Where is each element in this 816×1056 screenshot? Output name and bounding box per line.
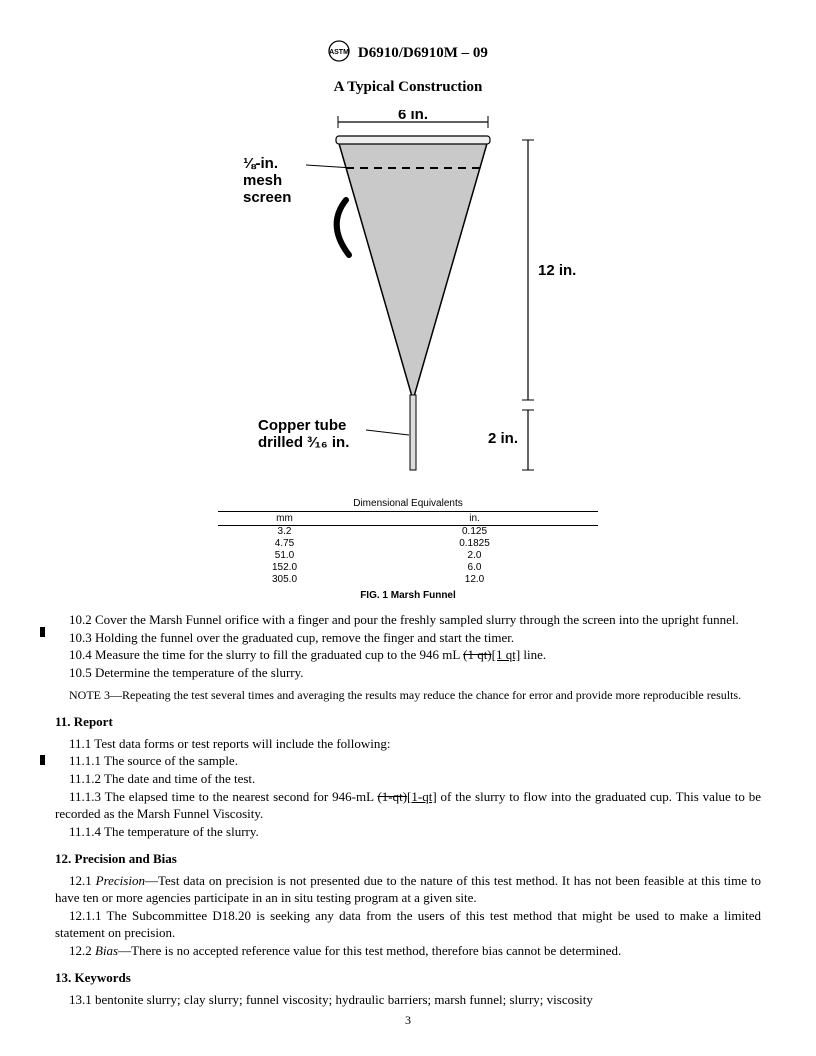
para-11-1: 11.1 Test data forms or test reports wil… xyxy=(55,735,761,753)
svg-text:12 in.: 12 in. xyxy=(538,262,576,279)
table-row: 305.012.0 xyxy=(218,574,598,586)
astm-logo: ASTM xyxy=(328,40,350,67)
table-row: 3.20.125 xyxy=(218,526,598,539)
para-12-1-1: 12.1.1 The Subcommittee D18.20 is seekin… xyxy=(55,907,761,942)
marsh-funnel-figure: 6 in. 12 in. 2 in. ⅛-in.meshscreen Copper tu… xyxy=(238,110,578,490)
dim-table-header: in. xyxy=(351,512,598,526)
figure-caption: FIG. 1 Marsh Funnel xyxy=(55,590,761,601)
para-10-2: 10.2 Cover the Marsh Funnel orifice with… xyxy=(55,611,761,629)
section-11-heading: 11. Report xyxy=(55,713,761,731)
para-10-5: 10.5 Determine the temperature of the sl… xyxy=(55,664,761,682)
change-bar xyxy=(40,627,45,637)
para-11-1-2: 11.1.2 The date and time of the test. xyxy=(55,770,761,788)
svg-text:ASTM: ASTM xyxy=(329,49,349,56)
svg-text:2 in.: 2 in. xyxy=(488,430,518,447)
para-12-1: 12.1 Precision—Test data on precision is… xyxy=(55,872,761,907)
table-row: 51.02.0 xyxy=(218,550,598,562)
section-12-heading: 12. Precision and Bias xyxy=(55,850,761,868)
dimensional-equivalents-table: Dimensional Equivalents mmin. 3.20.1254.… xyxy=(218,498,598,586)
para-11-1-3: 11.1.3 The elapsed time to the nearest s… xyxy=(55,788,761,823)
dim-table-header: mm xyxy=(218,512,351,526)
svg-text:Copper tube: Copper tube xyxy=(258,417,346,434)
para-12-2: 12.2 Bias—There is no accepted reference… xyxy=(55,942,761,960)
section-13-heading: 13. Keywords xyxy=(55,969,761,987)
para-13-1: 13.1 bentonite slurry; clay slurry; funn… xyxy=(55,991,761,1009)
table-row: 4.750.1825 xyxy=(218,538,598,550)
para-10-4: 10.4 Measure the time for the slurry to … xyxy=(55,646,761,664)
dim-table-title: Dimensional Equivalents xyxy=(218,498,598,509)
figure-title: A Typical Construction xyxy=(55,79,761,96)
para-11-1-1: 11.1.1 The source of the sample. xyxy=(55,752,761,770)
svg-text:screen: screen xyxy=(243,189,291,206)
note-3: NOTE 3—Repeating the test several times … xyxy=(55,687,761,703)
svg-text:6 in.: 6 in. xyxy=(398,110,428,123)
change-bar xyxy=(40,755,45,765)
svg-text:drilled ³⁄₁₆ in.: drilled ³⁄₁₆ in. xyxy=(258,434,349,451)
svg-text:⅛-in.: ⅛-in. xyxy=(243,155,278,172)
page-header: ASTM D6910/D6910M – 09 xyxy=(55,40,761,67)
designation: D6910/D6910M – 09 xyxy=(358,45,488,61)
para-10-3: 10.3 Holding the funnel over the graduat… xyxy=(55,629,761,647)
table-row: 152.06.0 xyxy=(218,562,598,574)
body-text: 10.2 Cover the Marsh Funnel orifice with… xyxy=(55,611,761,1009)
para-11-1-4: 11.1.4 The temperature of the slurry. xyxy=(55,823,761,841)
svg-text:mesh: mesh xyxy=(243,172,282,189)
page-number: 3 xyxy=(0,1013,816,1028)
